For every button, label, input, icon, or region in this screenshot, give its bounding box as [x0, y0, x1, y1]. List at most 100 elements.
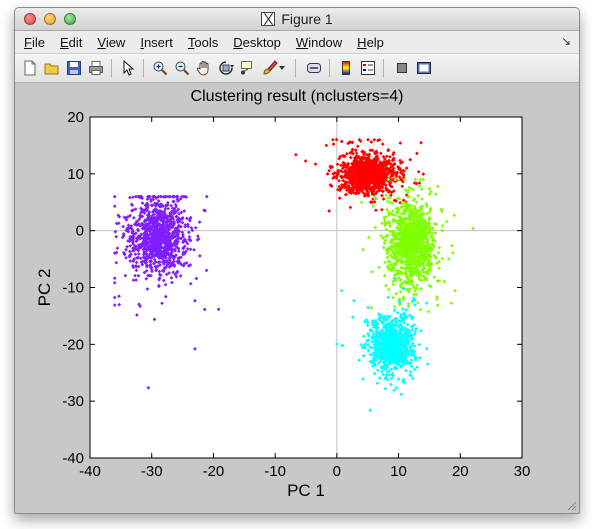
x-tick-label: 0 [333, 463, 341, 480]
cluster-point [195, 238, 200, 242]
menu-window[interactable]: Window [295, 34, 343, 50]
y-tick-label: 0 [76, 223, 84, 240]
cluster-point [115, 246, 120, 251]
y-tick-label: 20 [67, 109, 84, 126]
select-arrow-icon[interactable] [119, 59, 137, 77]
y-tick-label: -40 [62, 450, 84, 467]
cluster-point [148, 259, 153, 264]
menu-insert[interactable]: Insert [140, 34, 173, 50]
cluster-point [163, 282, 168, 287]
cluster-point [164, 272, 169, 277]
cluster-point [174, 214, 179, 219]
link-plot-icon[interactable] [305, 59, 323, 77]
plot-title: Clustering result (nclusters=4) [190, 88, 404, 105]
dock-arrow-icon[interactable]: ↘ [560, 34, 571, 48]
cluster-point [181, 234, 185, 239]
x-tick-label: -30 [141, 463, 163, 480]
figure-toolbar [15, 54, 579, 83]
show-plot-tools-icon[interactable] [415, 59, 433, 77]
title-bar[interactable]: Figure 1 [15, 8, 579, 31]
close-window-button[interactable] [24, 13, 36, 25]
menu-file[interactable]: File [24, 34, 45, 50]
menu-edit[interactable]: Edit [59, 34, 83, 50]
cluster-point [185, 247, 190, 251]
legend-icon[interactable] [359, 59, 377, 77]
save-icon[interactable] [65, 59, 83, 77]
open-file-icon[interactable] [43, 59, 61, 77]
x-axis-label: PC 1 [287, 481, 325, 500]
cluster-point [157, 269, 162, 274]
brush-icon[interactable] [261, 59, 279, 77]
minimize-window-button[interactable] [44, 13, 56, 25]
cluster-point [124, 247, 128, 252]
brush-dropdown-icon[interactable] [277, 59, 287, 77]
window-title: Figure 1 [281, 11, 333, 27]
cluster-point [202, 307, 207, 312]
cluster-point [193, 347, 197, 351]
cluster-point [112, 194, 117, 199]
x11-icon [261, 12, 276, 26]
menu-help[interactable]: Help [357, 34, 384, 50]
menu-tools[interactable]: Tools [187, 34, 219, 50]
menu-view[interactable]: View [97, 34, 126, 50]
cluster-point [193, 298, 197, 303]
resize-grip-icon[interactable] [565, 499, 577, 511]
cluster-point [146, 385, 151, 390]
cluster-point [157, 260, 162, 264]
cluster-point [196, 234, 200, 238]
figure-canvas[interactable]: Clustering result (nclusters=4) -40 -30 -2… [15, 83, 579, 513]
x-tick-label: -10 [264, 463, 286, 480]
cluster-point [124, 255, 128, 260]
zoom-window-button[interactable] [64, 13, 76, 25]
cluster-point [134, 194, 138, 199]
x-tick-label: 10 [390, 463, 407, 480]
cluster-point [171, 211, 176, 216]
cluster-point [128, 195, 132, 200]
colorbar-icon[interactable] [337, 59, 355, 77]
new-figure-icon[interactable] [21, 59, 39, 77]
cluster-point [187, 230, 191, 235]
cluster-point [190, 228, 195, 233]
data-cursor-icon[interactable] [239, 59, 257, 77]
cluster-point [134, 264, 138, 269]
print-icon[interactable] [87, 59, 105, 77]
zoom-in-icon[interactable] [151, 59, 169, 77]
cluster-point [131, 195, 135, 200]
cluster-point [112, 204, 117, 209]
menu-bar: File Edit View Insert Tools Desktop Wind… [15, 31, 579, 54]
pan-hand-icon[interactable] [195, 59, 213, 77]
cluster-point [136, 273, 141, 278]
x-tick-label: -20 [203, 463, 225, 480]
figure-window: Figure 1 File Edit View Insert Tools Des… [14, 7, 580, 514]
y-axis-label: PC 2 [35, 269, 54, 307]
cluster-point [167, 271, 171, 275]
cluster-point [187, 235, 192, 239]
x-tick-label: 30 [514, 463, 531, 480]
cluster-point [145, 287, 150, 291]
cluster-point [193, 225, 198, 230]
cluster-point [166, 206, 170, 211]
y-tick-label: -10 [62, 280, 84, 297]
cluster-point [157, 277, 161, 282]
x-tick-label: 20 [452, 463, 469, 480]
rotate-3d-icon[interactable] [217, 59, 235, 77]
cluster-point [216, 307, 221, 312]
zoom-out-icon[interactable] [173, 59, 191, 77]
cluster-point [177, 211, 181, 216]
cluster-point [179, 225, 183, 229]
cluster-point [180, 220, 185, 225]
hide-plot-tools-icon[interactable] [393, 59, 411, 77]
cluster-point [188, 281, 193, 286]
y-tick-label: -30 [62, 393, 84, 410]
cluster-point [177, 256, 182, 260]
cluster-point [204, 268, 209, 273]
axes-background[interactable] [90, 117, 522, 458]
cluster-point [154, 204, 158, 208]
y-tick-label: 10 [67, 166, 84, 183]
cluster-point [114, 260, 119, 265]
cluster-point [176, 249, 181, 254]
cluster-point [170, 280, 174, 285]
menu-desktop[interactable]: Desktop [233, 34, 281, 50]
y-tick-label: -20 [62, 336, 84, 353]
